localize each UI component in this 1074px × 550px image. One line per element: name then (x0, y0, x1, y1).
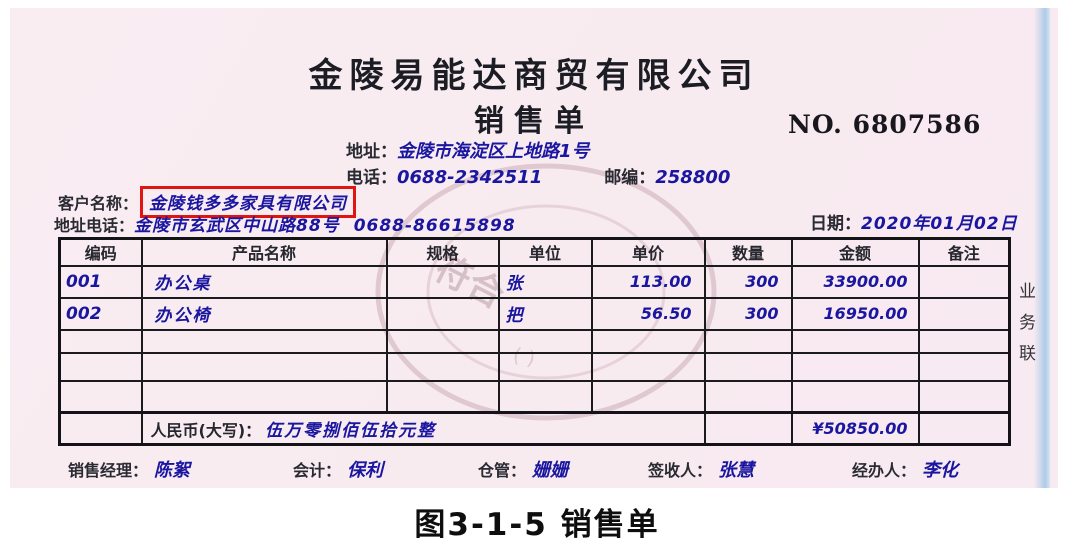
col-header-spec: 规格 (385, 237, 500, 267)
company-address-line: 地址： 金陵市海淀区上地路1号 (346, 137, 590, 163)
col-header-code: 编码 (58, 237, 143, 267)
table-empty-row (58, 328, 1011, 354)
phone-value: 0688-2342511 (397, 167, 543, 188)
signature-value: 陈絮 (154, 460, 191, 481)
signature-label: 签收人： (648, 461, 713, 480)
customer-name-value: 金陵钱多多家具有限公司 (149, 194, 348, 214)
customer-name-row: 客户名称： 金陵钱多多家具有限公司 (58, 186, 357, 218)
cell-spec (385, 264, 500, 299)
total-words-cell: 人民币(大写)： 伍万零捌佰伍拾元整 (140, 411, 706, 446)
table-empty-row (58, 351, 1011, 382)
cell-name: 办公桌 (140, 264, 388, 299)
signature-warehouse-keeper: 仓管： 姗姗 (478, 456, 568, 482)
table-total-row: 人民币(大写)： 伍万零捌佰伍拾元整 ¥50850.00 (58, 411, 1011, 446)
col-header-name: 产品名称 (140, 237, 388, 267)
cell-unit: 把 (497, 296, 593, 331)
col-header-unit: 单位 (497, 237, 593, 267)
col-header-qty: 数量 (703, 237, 793, 267)
signature-label: 经办人： (852, 461, 917, 480)
cell-note (917, 296, 1011, 331)
phone-label: 电话： (346, 168, 397, 188)
table-header-row: 编码 产品名称 规格 单位 单价 数量 金额 备注 (58, 237, 1011, 267)
cell-qty: 300 (703, 264, 793, 299)
cell-note (917, 264, 1011, 299)
total-empty-note-cell (917, 411, 1011, 446)
customer-name-label: 客户名称： (58, 194, 139, 213)
signature-label: 仓管： (478, 461, 527, 480)
customer-address-label: 地址电话： (54, 216, 135, 235)
table-row: 001 办公桌 张 113.00 300 33900.00 (58, 264, 1011, 299)
total-amount-numeric: ¥50850.00 (790, 411, 920, 446)
signature-value: 李化 (922, 460, 959, 481)
signature-label: 会计： (293, 461, 342, 480)
customer-phone-value: 0688-86615898 (353, 216, 516, 236)
document-title: 销售单 (474, 104, 594, 139)
paper-scan-edge (1034, 8, 1050, 488)
signature-label: 销售经理： (68, 461, 149, 480)
address-label: 地址： (346, 142, 397, 162)
cell-price: 113.00 (590, 264, 706, 299)
address-value: 金陵市海淀区上地路1号 (397, 141, 590, 162)
company-phone-line: 电话： 0688-2342511 邮编： 258800 (346, 163, 730, 188)
date-label: 日期： (810, 214, 861, 234)
cell-name: 办公椅 (140, 296, 388, 331)
copy-type-label: 业务联 (1015, 282, 1035, 375)
signature-handler: 经办人： 李化 (852, 456, 958, 482)
col-header-amount: 金额 (790, 237, 920, 267)
figure-caption: 图3-1-5 销售单 (414, 507, 660, 543)
cell-code: 001 (58, 264, 143, 299)
signature-receiver: 签收人： 张慧 (648, 456, 754, 482)
col-header-price: 单价 (590, 237, 706, 267)
cell-unit: 张 (497, 264, 593, 299)
date-value: 2020年01月02日 (861, 214, 1018, 234)
cell-price: 56.50 (590, 296, 706, 331)
cell-code: 002 (58, 296, 143, 331)
total-empty-code-cell (58, 411, 143, 446)
receipt-paper: 符合 ( ) 金陵易能达商贸有限公司 销售单 NO. 6807586 地址： 金… (10, 8, 1058, 488)
customer-name-highlight-box: 金陵钱多多家具有限公司 (140, 186, 357, 218)
receipt-number: NO. 6807586 (788, 110, 982, 139)
total-empty-qty-cell (703, 411, 793, 446)
table-row: 002 办公椅 把 56.50 300 16950.00 (58, 296, 1011, 331)
signature-sales-manager: 销售经理： 陈絮 (68, 456, 190, 482)
postal-label: 邮编： (604, 168, 656, 188)
col-header-note: 备注 (917, 237, 1011, 267)
customer-address-row: 地址电话： 金陵市玄武区中山路88号 0688-86615898 (54, 211, 516, 236)
items-table: 编码 产品名称 规格 单位 单价 数量 金额 备注 001 办公桌 张 113.… (58, 237, 1011, 446)
signature-value: 张慧 (718, 460, 755, 481)
customer-address-value: 金陵市玄武区中山路88号 (134, 216, 340, 236)
signature-value: 姗姗 (532, 460, 569, 481)
company-title: 金陵易能达商贸有限公司 (308, 56, 760, 96)
table-empty-row (58, 379, 1011, 414)
cell-qty: 300 (703, 296, 793, 331)
total-words-label: 人民币(大写)： (150, 421, 262, 440)
signature-accountant: 会计： 保利 (293, 456, 383, 482)
cell-amount: 16950.00 (790, 296, 920, 331)
date-row: 日期： 2020年01月02日 (810, 209, 1018, 234)
postal-group: 邮编： 258800 (604, 163, 730, 188)
cell-amount: 33900.00 (790, 264, 920, 299)
cell-spec (385, 296, 500, 331)
signature-value: 保利 (347, 460, 384, 481)
total-amount-words: 伍万零捌佰伍拾元整 (265, 421, 437, 441)
postal-value: 258800 (655, 167, 731, 188)
